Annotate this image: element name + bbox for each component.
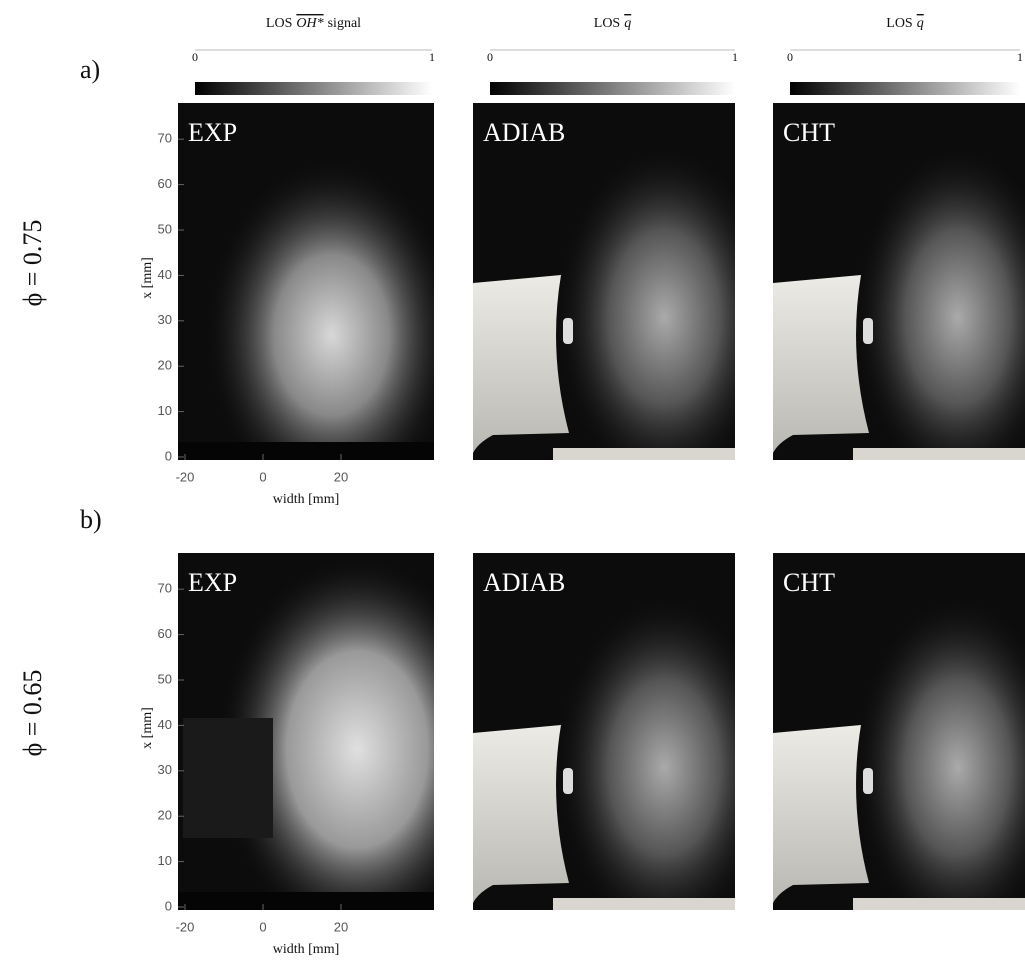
row-tag: a)	[80, 55, 100, 84]
x-tick-label: -20	[176, 469, 195, 484]
panel-image	[178, 553, 434, 910]
nozzle	[473, 725, 569, 903]
base-plate	[853, 898, 1025, 910]
nozzle	[473, 275, 569, 453]
base-plate	[553, 448, 735, 460]
y-axis-label: x [mm]	[140, 707, 155, 749]
panel-label: ADIAB	[483, 118, 565, 147]
colorbar-label: LOS q	[886, 16, 923, 31]
x-axis-label: width [mm]	[273, 942, 340, 957]
colorbar	[490, 82, 735, 95]
flame-glow	[533, 593, 735, 910]
y-tick-label: 10	[158, 403, 172, 418]
floor	[178, 442, 434, 460]
colorbar	[790, 82, 1020, 95]
label-prefix: LOS	[594, 16, 620, 31]
label-symbol: OH*	[296, 16, 323, 31]
y-tick-label: 70	[158, 581, 172, 596]
panel-label: EXP	[188, 568, 237, 597]
nozzle-tip	[863, 318, 873, 344]
floor	[178, 892, 434, 910]
y-tick-label: 10	[158, 853, 172, 868]
panel-image	[773, 103, 1025, 460]
x-tick-label: 20	[334, 469, 348, 484]
colorbar-max: 1	[732, 50, 738, 64]
label-suffix: signal	[328, 16, 362, 31]
y-tick-label: 60	[158, 626, 172, 641]
nozzle	[773, 275, 869, 453]
nozzle-tip	[563, 768, 573, 794]
nozzle	[773, 725, 869, 903]
colorbar-label: LOS OH* signal	[266, 16, 361, 31]
x-tick-label: 0	[259, 469, 266, 484]
x-axis-label: width [mm]	[273, 492, 340, 507]
flame-glow	[833, 143, 1025, 460]
label-prefix: LOS	[886, 16, 912, 31]
phi-label: ϕ = 0.65	[18, 670, 47, 757]
y-tick-label: 70	[158, 131, 172, 146]
row-tag: b)	[80, 505, 102, 534]
y-tick-label: 20	[158, 358, 172, 373]
panel-image	[178, 103, 434, 460]
y-axis-label: x [mm]	[140, 257, 155, 299]
colorbar-max: 1	[429, 50, 435, 64]
panel-image	[773, 553, 1025, 910]
y-tick-label: 60	[158, 176, 172, 191]
y-tick-label: 0	[165, 448, 172, 463]
colorbar	[195, 82, 432, 95]
y-tick-label: 20	[158, 808, 172, 823]
phi-label: ϕ = 0.75	[18, 220, 47, 307]
base-plate	[553, 898, 735, 910]
y-tick-label: 40	[158, 717, 172, 732]
panel-label: EXP	[188, 118, 237, 147]
flame-glow	[833, 593, 1025, 910]
y-tick-label: 50	[158, 221, 172, 236]
colorbar-min: 0	[192, 50, 198, 64]
flame-glow	[178, 103, 434, 460]
y-tick-label: 30	[158, 312, 172, 327]
colorbar-min: 0	[487, 50, 493, 64]
label-symbol: q	[624, 16, 631, 31]
panel-label: CHT	[783, 118, 835, 147]
flame-glow	[533, 143, 735, 460]
panel-label: CHT	[783, 568, 835, 597]
y-tick-label: 40	[158, 267, 172, 282]
x-tick-label: -20	[176, 919, 195, 934]
y-tick-label: 0	[165, 898, 172, 913]
x-tick-label: 0	[259, 919, 266, 934]
panel-image	[473, 553, 735, 910]
x-tick-label: 20	[334, 919, 348, 934]
y-tick-label: 50	[158, 671, 172, 686]
label-prefix: LOS	[266, 16, 292, 31]
nozzle-tip	[863, 768, 873, 794]
colorbar-max: 1	[1017, 50, 1023, 64]
panel-image	[473, 103, 735, 460]
nozzle-tip	[563, 318, 573, 344]
label-symbol: q	[917, 16, 924, 31]
y-tick-label: 30	[158, 762, 172, 777]
panel-label: ADIAB	[483, 568, 565, 597]
colorbar-label: LOS q	[594, 16, 631, 31]
colorbar-min: 0	[787, 50, 793, 64]
base-plate	[853, 448, 1025, 460]
mask-region	[183, 718, 273, 838]
